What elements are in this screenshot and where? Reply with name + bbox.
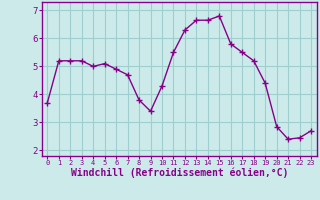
X-axis label: Windchill (Refroidissement éolien,°C): Windchill (Refroidissement éolien,°C) <box>70 168 288 178</box>
